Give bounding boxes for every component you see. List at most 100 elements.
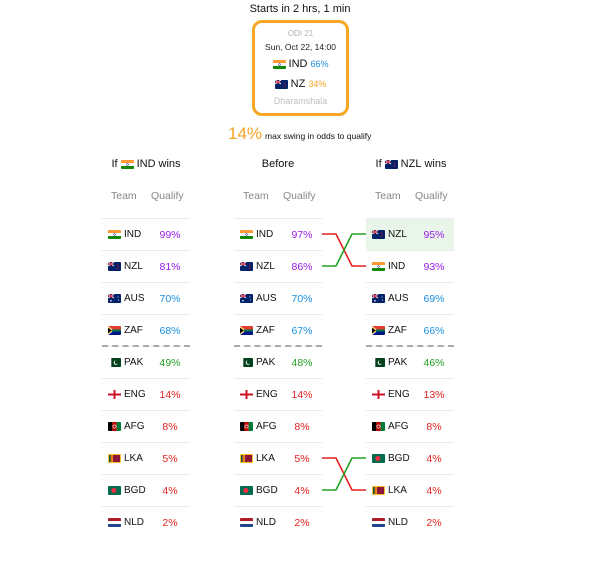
south-africa-flag-icon [108, 326, 121, 335]
india-flag-icon [272, 59, 286, 69]
table-if-nzl-wins: NZL 95% IND 93% AUS 69% ZAF 66% PAK 46% ENG 13% AFG 8… [366, 218, 454, 538]
team-cell: BGD [366, 453, 414, 464]
qualify-percent: 86% [291, 260, 313, 273]
team-cell: PAK [234, 357, 282, 368]
qualify-percent: 67% [291, 324, 313, 337]
bangladesh-flag-icon [240, 486, 253, 495]
match-team1: IND 66% [255, 54, 346, 74]
table-row: IND 93% [366, 250, 454, 282]
team-cell: BGD [234, 485, 282, 496]
pakistan-flag-icon [108, 358, 121, 367]
qualify-percent: 93% [423, 260, 445, 273]
qualify-percent: 5% [162, 452, 178, 465]
team-code: IND [388, 261, 406, 272]
qualify-percent: 4% [426, 452, 442, 465]
team-cell: NLD [102, 517, 150, 528]
team-code: AUS [388, 293, 409, 304]
title-prefix: If [375, 158, 382, 170]
match-card[interactable]: ODI 21 Sun, Oct 22, 14:00 IND 66% NZ 34%… [252, 20, 349, 116]
qualify-percent: 70% [159, 292, 181, 305]
team-cell: ENG [234, 389, 282, 400]
qualify-percent: 4% [162, 484, 178, 497]
team-cell: PAK [366, 357, 414, 368]
team-code: ZAF [256, 325, 275, 336]
qualify-percent: 95% [423, 228, 445, 241]
england-flag-icon [372, 390, 385, 399]
match-label: ODI 21 [287, 29, 314, 38]
team-cell: ZAF [234, 325, 282, 336]
qualify-percent: 8% [426, 420, 442, 433]
england-flag-icon [240, 390, 253, 399]
column-title-if-ind-wins: If IND wins [100, 158, 192, 170]
table-row: AFG 8% [366, 410, 454, 442]
netherlands-flag-icon [240, 518, 253, 527]
team-code: ENG [256, 389, 278, 400]
australia-flag-icon [240, 294, 253, 303]
bangladesh-flag-icon [108, 486, 121, 495]
australia-flag-icon [108, 294, 121, 303]
team-code: ENG [124, 389, 146, 400]
swap-up-line [322, 233, 366, 267]
team2-code: NZ [290, 78, 306, 90]
team-code: NLD [388, 517, 409, 528]
qualify-percent: 49% [159, 356, 181, 369]
new-zealand-flag-icon [240, 262, 253, 271]
table-row: LKA 5% [234, 442, 322, 474]
table-row: BGD 4% [102, 474, 190, 506]
new-zealand-flag-icon [274, 79, 288, 89]
team-cell: ZAF [366, 325, 414, 336]
team-code: PAK [256, 357, 276, 368]
title-suffix: wins [424, 158, 447, 170]
swap-up-line [322, 457, 366, 491]
afghanistan-flag-icon [240, 422, 253, 431]
table-row: ZAF 66% [366, 314, 454, 346]
match-date: Sun, Oct 22, 14:00 [265, 42, 336, 52]
qualify-percent: 8% [294, 420, 310, 433]
table-row: PAK 46% [366, 346, 454, 378]
qualify-percent: 2% [426, 516, 442, 529]
qualify-percent: 2% [294, 516, 310, 529]
header-team: Team [111, 190, 137, 202]
table-row: PAK 49% [102, 346, 190, 378]
title-before: Before [261, 158, 295, 170]
table-row: PAK 48% [234, 346, 322, 378]
team-cell: IND [366, 261, 414, 272]
match-team2: NZ 34% [255, 74, 346, 94]
table-row: LKA 5% [102, 442, 190, 474]
qualify-percent: 14% [159, 388, 181, 401]
team-code: BGD [124, 485, 146, 496]
header-team: Team [243, 190, 269, 202]
afghanistan-flag-icon [108, 422, 121, 431]
table-row: BGD 4% [366, 442, 454, 474]
table-row: NLD 2% [234, 506, 322, 538]
team-cell: AFG [366, 421, 414, 432]
swap-indicator-top [322, 233, 366, 267]
pakistan-flag-icon [372, 358, 385, 367]
table-row: NZL 95% [366, 218, 454, 250]
team1-pct: 66% [310, 59, 329, 69]
team1-code: IND [288, 58, 308, 70]
title-suffix: wins [158, 158, 181, 170]
table-row: ENG 14% [234, 378, 322, 410]
table-row: NLD 2% [102, 506, 190, 538]
qualify-percent: 4% [426, 484, 442, 497]
team-cell: NLD [366, 517, 414, 528]
team-code: IND [124, 229, 142, 240]
team-cell: PAK [102, 357, 150, 368]
sri-lanka-flag-icon [108, 454, 121, 463]
team-code: PAK [388, 357, 408, 368]
swing-summary: 14% max swing in odds to qualify [228, 124, 371, 144]
team-code: IND [256, 229, 274, 240]
team-cell: NZL [102, 261, 150, 272]
team-cell: NZL [234, 261, 282, 272]
table-row: NLD 2% [366, 506, 454, 538]
table-row: IND 97% [234, 218, 322, 250]
table-row: ZAF 67% [234, 314, 322, 346]
india-flag-icon [108, 230, 121, 239]
qualify-percent: 13% [423, 388, 445, 401]
match-venue: Dharamshala [273, 96, 328, 106]
team-code: ZAF [388, 325, 407, 336]
sri-lanka-flag-icon [372, 486, 385, 495]
team-cell: AUS [102, 293, 150, 304]
qualification-cutoff-line [102, 345, 190, 347]
